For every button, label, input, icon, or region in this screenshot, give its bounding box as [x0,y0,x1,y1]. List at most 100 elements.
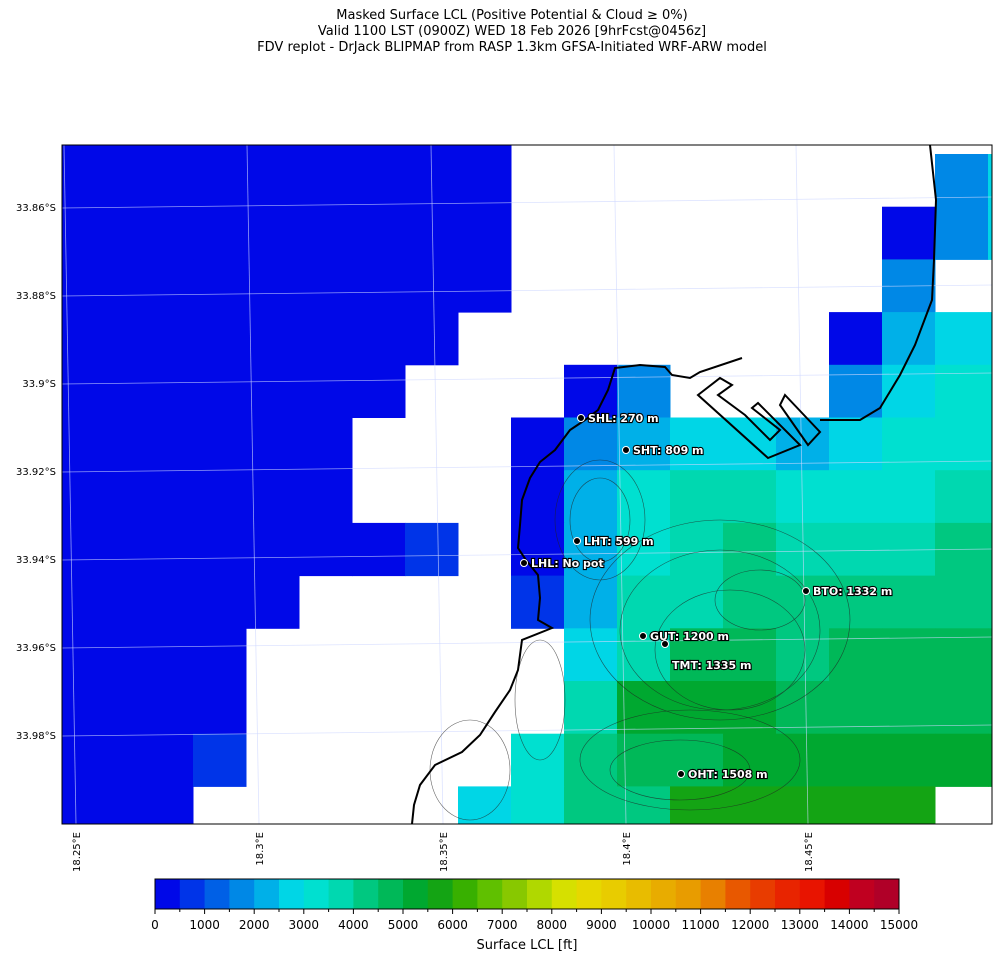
station-marker[interactable] [622,446,630,454]
grid-cell [140,259,194,313]
grid-cell [988,206,992,260]
colorbar-swatch [353,879,379,909]
grid-cell [193,681,247,735]
colorbar-swatch [551,879,577,909]
colorbar-swatch [279,879,305,909]
colorbar-tick-label: 1000 [189,918,220,932]
colorbar-swatch [750,879,776,909]
colorbar-swatch [824,879,850,909]
grid-cell [299,145,353,155]
grid-cell [829,417,883,471]
grid-cell [882,628,936,682]
colorbar-swatch [427,879,453,909]
grid-cell [988,470,992,524]
grid-cell [246,470,300,524]
grid-cell [352,259,406,313]
station-marker[interactable] [661,640,669,648]
station-label: GUT: 1200 m [650,630,729,643]
grid-cell [935,733,989,787]
grid-cell [935,575,989,629]
colorbar-swatch [576,879,602,909]
graticule [62,145,992,824]
grid-cell [776,575,830,629]
grid-cell [670,470,724,524]
grid-cell [352,364,406,418]
colorbar-tick-label: 5000 [388,918,419,932]
colorbar-swatch [155,879,181,909]
grid-cell [564,786,618,824]
grid-cell [882,733,936,787]
grid-cell [193,628,247,682]
grid-cell [935,206,989,260]
grid-cell [829,733,883,787]
grid-cell [299,312,353,366]
colorbar-tick-label: 15000 [880,918,918,932]
colorbar-tick-label: 14000 [830,918,868,932]
colorbar-swatch [849,879,875,909]
grid-cell [140,681,194,735]
colorbar-swatch [452,879,478,909]
grid-cell [988,312,992,366]
grid-cell [458,154,512,208]
grid-cell [299,364,353,418]
grid-cell [829,628,883,682]
grid-cell [140,145,194,155]
grid-cell [564,417,618,471]
colorbar-tick-label: 13000 [781,918,819,932]
plot-frame [61,144,993,825]
station-label: LHT: 599 m [584,535,654,548]
grid-cell [193,259,247,313]
grid-cell [140,417,194,471]
grid-cell [617,681,671,735]
grid-cell [140,628,194,682]
longitude-line [613,145,627,824]
grid-cell [829,470,883,524]
grid-cell [352,145,406,155]
grid-cell [617,733,671,787]
station-marker[interactable] [677,770,685,778]
grid-cell [405,145,459,155]
grid-cell [299,259,353,313]
latitude-line [62,548,992,561]
grid-cell [352,154,406,208]
grid-cell [670,575,724,629]
station-marker[interactable] [573,537,581,545]
grid-cell [670,786,724,824]
colorbar-swatch [775,879,801,909]
grid-cell [511,470,565,524]
grid-cell [87,312,141,366]
grid-cell [405,312,459,366]
grid-cell [62,417,88,471]
grid-cell [352,522,406,577]
grid-cell [723,522,777,577]
grid-cell [723,628,777,682]
grid-cell [458,259,512,313]
station-marker[interactable] [802,587,810,595]
colorbar-swatch [626,879,652,909]
grid-cell [776,417,830,471]
latitude-tick-label: 33.88°S [16,291,56,302]
title-line-3: FDV replot - DrJack BLIPMAP from RASP 1.… [257,40,767,55]
colorbar-tick-label: 12000 [731,918,769,932]
station-marker[interactable] [577,414,585,422]
station-marker[interactable] [639,632,647,640]
grid-cell [935,312,989,366]
longitude-line [430,145,444,824]
longitude-tick-label: 18.35°E [439,832,450,872]
grid-cell [723,575,777,629]
grid-cell [776,786,830,824]
colorbar-label: Surface LCL [ft] [477,938,578,953]
grid-cell [62,575,88,629]
grid-cell [193,154,247,208]
station-marker[interactable] [520,559,528,567]
station-label: TMT: 1335 m [672,659,752,672]
colorbar-swatch [254,879,280,909]
grid-cell [511,733,565,787]
grid-cell [87,733,141,787]
colorbar-tick-label: 9000 [586,918,617,932]
grid-cell [193,733,247,787]
grid-cell [988,522,992,577]
colorbar-swatch [378,879,404,909]
colorbar-swatch [675,879,701,909]
grid-cell [882,417,936,471]
